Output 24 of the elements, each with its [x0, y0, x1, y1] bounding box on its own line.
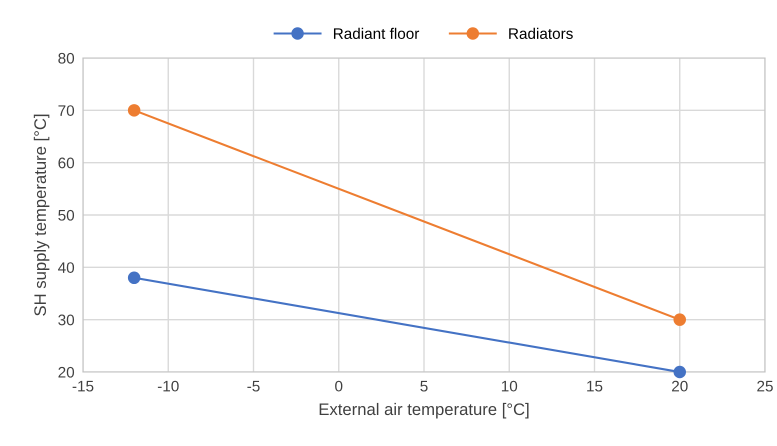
y-tick-label: 40 — [58, 262, 74, 274]
y-tick-label: 20 — [58, 366, 74, 378]
legend-label: Radiators — [509, 28, 573, 40]
x-tick-label: 20 — [672, 380, 688, 392]
y-tick-label: 80 — [58, 52, 74, 64]
y-tick-label: 30 — [58, 314, 74, 326]
x-tick-label: -5 — [247, 380, 260, 392]
x-axis-title: External air temperature [°C] — [320, 402, 529, 418]
x-tick-label: 10 — [502, 380, 518, 392]
point — [674, 366, 686, 378]
y-axis-title: SH supply temperature [°C] — [34, 114, 50, 316]
y-tick-label: 50 — [58, 210, 74, 221]
legend-label: Radiant floor — [334, 28, 420, 40]
point — [674, 313, 686, 326]
x-tick-label: 5 — [420, 380, 428, 392]
y-tick-label: 70 — [58, 105, 74, 116]
x-tick-label: -10 — [158, 380, 179, 392]
point — [128, 272, 140, 284]
x-tick-label: -15 — [72, 380, 94, 392]
x-tick-label: 0 — [335, 380, 342, 392]
point — [128, 104, 140, 117]
x-tick-label: 25 — [757, 380, 773, 392]
x-tick-label: 15 — [587, 380, 602, 392]
y-tick-label: 60 — [58, 158, 74, 168]
